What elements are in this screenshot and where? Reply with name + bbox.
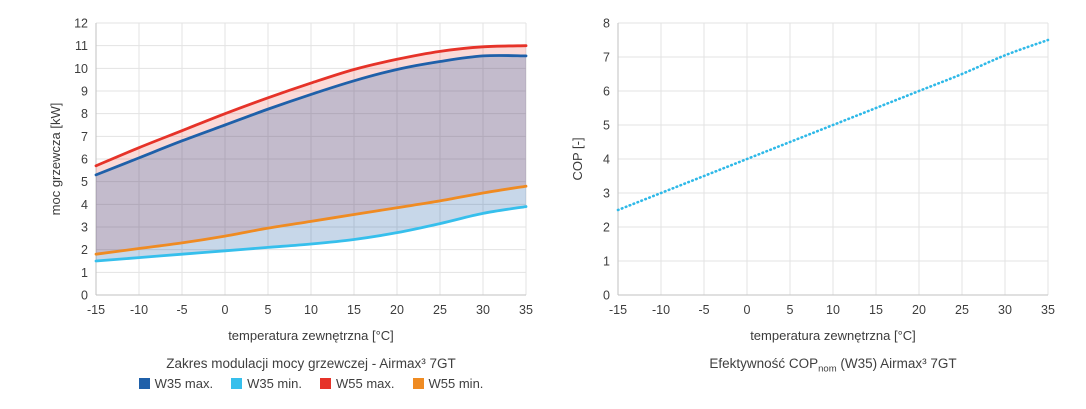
svg-text:1: 1 [81,266,88,280]
svg-text:-15: -15 [609,303,627,317]
legend-item-w55-min: W55 min. [412,376,484,391]
svg-text:8: 8 [81,107,88,121]
legend-swatch-icon [138,378,150,389]
svg-text:6: 6 [81,153,88,167]
cop-caption-prefix: Efektywność COP [709,356,819,371]
modulation-chart-legend: W35 max. W35 min. W55 max. W55 min. [0,376,562,391]
svg-text:10: 10 [304,303,318,317]
modulation-chart-block: 0 1 2 3 4 5 6 7 8 9 10 11 12 -15 -10 -5 0 5 10 15 20 25 30 35 te… [0,3,562,392]
legend-swatch-icon [412,378,424,389]
svg-text:10: 10 [74,62,88,76]
svg-text:COP [-]: COP [-] [570,137,585,180]
legend-label: W35 min. [247,376,302,391]
cop-chart-caption: Efektywność COPnom (W35) Airmax³ 7GT [562,356,1086,375]
svg-text:-5: -5 [698,303,709,317]
svg-text:15: 15 [347,303,361,317]
svg-text:25: 25 [433,303,447,317]
legend-label: W55 max. [336,376,395,391]
svg-text:25: 25 [955,303,969,317]
svg-text:5: 5 [603,119,610,133]
svg-text:temperatura zewnętrzna [°C]: temperatura zewnętrzna [°C] [750,328,916,343]
svg-text:9: 9 [81,85,88,99]
svg-text:0: 0 [222,303,229,317]
svg-text:0: 0 [81,289,88,303]
svg-text:0: 0 [744,303,751,317]
svg-text:35: 35 [1041,303,1055,317]
legend-swatch-icon [231,378,243,389]
svg-text:15: 15 [869,303,883,317]
svg-text:1: 1 [603,255,610,269]
svg-text:-10: -10 [652,303,670,317]
svg-text:6: 6 [603,85,610,99]
legend-swatch-icon [320,378,331,389]
svg-text:11: 11 [75,39,88,53]
svg-text:3: 3 [603,187,610,201]
svg-text:7: 7 [603,51,610,65]
legend-label: W35 max. [154,376,214,391]
svg-text:-15: -15 [87,303,105,317]
cop-chart-block: 0 1 2 3 4 5 6 7 8 -15 -10 -5 0 5 10 15 20 25 30 35 temperatu… [562,3,1086,375]
svg-text:3: 3 [81,221,88,235]
svg-text:20: 20 [912,303,926,317]
svg-text:10: 10 [826,303,840,317]
svg-text:-5: -5 [176,303,187,317]
svg-text:12: 12 [74,17,88,31]
svg-text:8: 8 [603,17,610,31]
svg-text:-10: -10 [130,303,148,317]
legend-item-w35-max: W35 max. [138,376,214,391]
svg-text:5: 5 [81,175,88,189]
legend-item-w55-max: W55 max. [320,376,395,391]
svg-text:20: 20 [390,303,404,317]
cop-caption-suffix: (W35) Airmax³ 7GT [836,356,957,371]
svg-text:2: 2 [603,221,610,235]
svg-text:4: 4 [81,198,88,212]
svg-text:0: 0 [603,289,610,303]
modulation-chart-caption: Zakres modulacji mocy grzewczej - Airmax… [166,356,456,371]
svg-text:5: 5 [787,303,794,317]
svg-text:30: 30 [476,303,490,317]
legend-item-w35-min: W35 min. [231,376,302,391]
svg-text:4: 4 [603,153,610,167]
svg-text:35: 35 [519,303,533,317]
svg-text:moc grzewcza [kW]: moc grzewcza [kW] [48,103,63,216]
svg-text:30: 30 [998,303,1012,317]
svg-text:2: 2 [81,243,88,257]
svg-text:7: 7 [81,130,88,144]
cop-chart-plot: 0 1 2 3 4 5 6 7 8 -15 -10 -5 0 5 10 15 20 25 30 35 temperatu… [570,17,1055,344]
legend-label: W55 min. [428,376,484,391]
svg-text:temperatura zewnętrzna [°C]: temperatura zewnętrzna [°C] [228,328,394,343]
cop-caption-subscript: nom [818,363,837,375]
svg-text:5: 5 [265,303,272,317]
